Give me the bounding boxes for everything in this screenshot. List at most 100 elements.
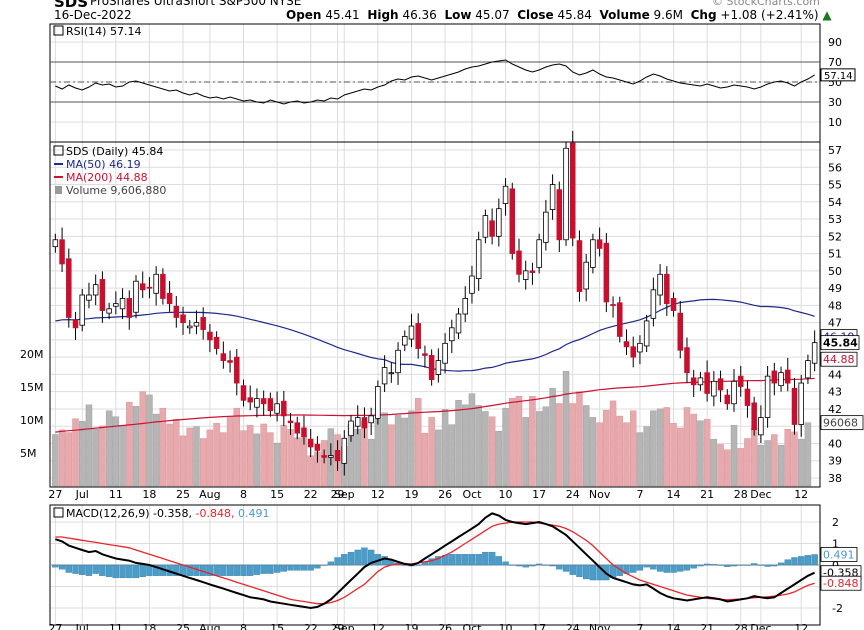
volume-bar (643, 426, 650, 487)
candle-body (590, 239, 596, 268)
volume-tick-label: 5M (20, 447, 37, 460)
volume-value-tag: 96068 (823, 417, 858, 430)
macd-histogram-bar (334, 557, 341, 566)
macd-histogram-bar (750, 563, 758, 566)
macd-histogram-bar (435, 556, 442, 566)
macd-histogram-bar (697, 564, 704, 567)
ma200-line (55, 377, 815, 433)
volume-bar (294, 437, 301, 487)
volume-value-tag-box (820, 415, 864, 431)
price-tick-label: 42 (828, 403, 842, 416)
x-tick-label: 18 (142, 488, 156, 501)
candle-body (328, 455, 334, 458)
volume-bar (542, 406, 550, 487)
x-tick-label-lower: Dec (750, 622, 771, 630)
macd-histogram-bar (92, 564, 99, 574)
candle-body (207, 331, 213, 341)
macd-histogram-bar (139, 564, 146, 577)
volume-tick-label: 10M (20, 414, 44, 427)
candle-body (798, 382, 804, 425)
x-tick-label-lower: 15 (270, 622, 284, 630)
x-tick-label: 12 (371, 488, 385, 501)
candle-body (227, 360, 233, 363)
macd-histogram-bar (186, 564, 193, 576)
macd-histogram-bar (58, 564, 66, 570)
ma50-line (55, 298, 815, 372)
volume-bar (52, 434, 59, 487)
volume-bar (730, 425, 738, 487)
rsi-tick-label: 10 (828, 116, 842, 129)
macd-legend: MACD(12,26,9) -0.358, -0.848, 0.491 (66, 507, 269, 520)
macd-histogram-bar (300, 564, 308, 571)
macd-histogram-bar (529, 564, 536, 567)
macd-histogram-bar (811, 554, 818, 566)
volume-tick-label: 20M (20, 348, 44, 361)
candle-body (643, 320, 650, 347)
candle-body (543, 211, 549, 243)
candle-body (422, 353, 428, 356)
macd-histogram-bar (549, 564, 556, 567)
candle-body (704, 372, 710, 394)
volume-bar (240, 430, 247, 487)
volume-bar (468, 393, 476, 487)
ma200-value-tag: 44.88 (823, 353, 855, 366)
volume-bar (569, 403, 576, 487)
volume-bar (683, 407, 691, 487)
x-tick-label: 12 (794, 488, 808, 501)
macd-histogram-bar (79, 564, 86, 575)
candle-body (375, 386, 381, 419)
candle-body (469, 275, 475, 294)
candlestick-layer (52, 130, 818, 476)
x-tick-label-lower: 7 (636, 622, 643, 630)
price-tick-label: 54 (828, 196, 842, 209)
volume-legend: Volume 9,606,880 (66, 184, 166, 197)
volume-bar (797, 438, 805, 487)
candle-body (415, 323, 421, 349)
macd-histogram-bar (535, 563, 543, 566)
macd-histogram-bar (327, 561, 335, 566)
candle-body (475, 239, 482, 280)
volume-bar (717, 444, 724, 487)
candle-body (684, 347, 690, 374)
last-price-tag: 45.84 (823, 337, 858, 350)
candle-body (66, 258, 72, 318)
volume-bar (233, 407, 241, 487)
volume-bar (609, 400, 617, 487)
x-tick-label: 28 (734, 488, 748, 501)
volume-bar (273, 442, 281, 487)
price-tick-label: 47 (828, 317, 842, 330)
macd-histogram-bar (240, 564, 247, 576)
volume-bar (616, 415, 624, 487)
macd-histogram-bar (683, 564, 691, 571)
volume-bar (703, 419, 711, 487)
x-tick-label-lower: Oct (462, 622, 482, 630)
x-tick-label: Nov (589, 488, 611, 501)
candle-body (785, 369, 791, 384)
volume-bar (515, 396, 523, 487)
candle-body (771, 370, 778, 384)
candle-body (99, 279, 106, 311)
macd-histogram-bar (703, 563, 711, 566)
x-tick-label-lower: 18 (142, 622, 156, 630)
watermark: © StockCharts.com (712, 0, 820, 8)
x-tick-label-lower: 22 (304, 622, 318, 630)
volume-bar (804, 422, 812, 487)
candle-body (92, 284, 99, 296)
candle-body (758, 417, 764, 436)
volume-bar (139, 391, 146, 487)
candle-body (811, 342, 818, 364)
candle-body (670, 298, 677, 311)
ma200-legend: MA(200) 44.88 (66, 171, 148, 184)
volume-bar (260, 423, 267, 487)
candle-body (509, 188, 516, 254)
candle-body (260, 398, 267, 405)
candle-body (724, 394, 731, 405)
volume-label: Volume (599, 8, 650, 22)
candle-body (254, 398, 260, 408)
candle-body (267, 398, 274, 412)
macd-histogram-bar (771, 564, 778, 567)
candle-body (650, 289, 657, 319)
macd-histogram-bar (542, 564, 550, 566)
macd-histogram-bar (455, 554, 462, 566)
